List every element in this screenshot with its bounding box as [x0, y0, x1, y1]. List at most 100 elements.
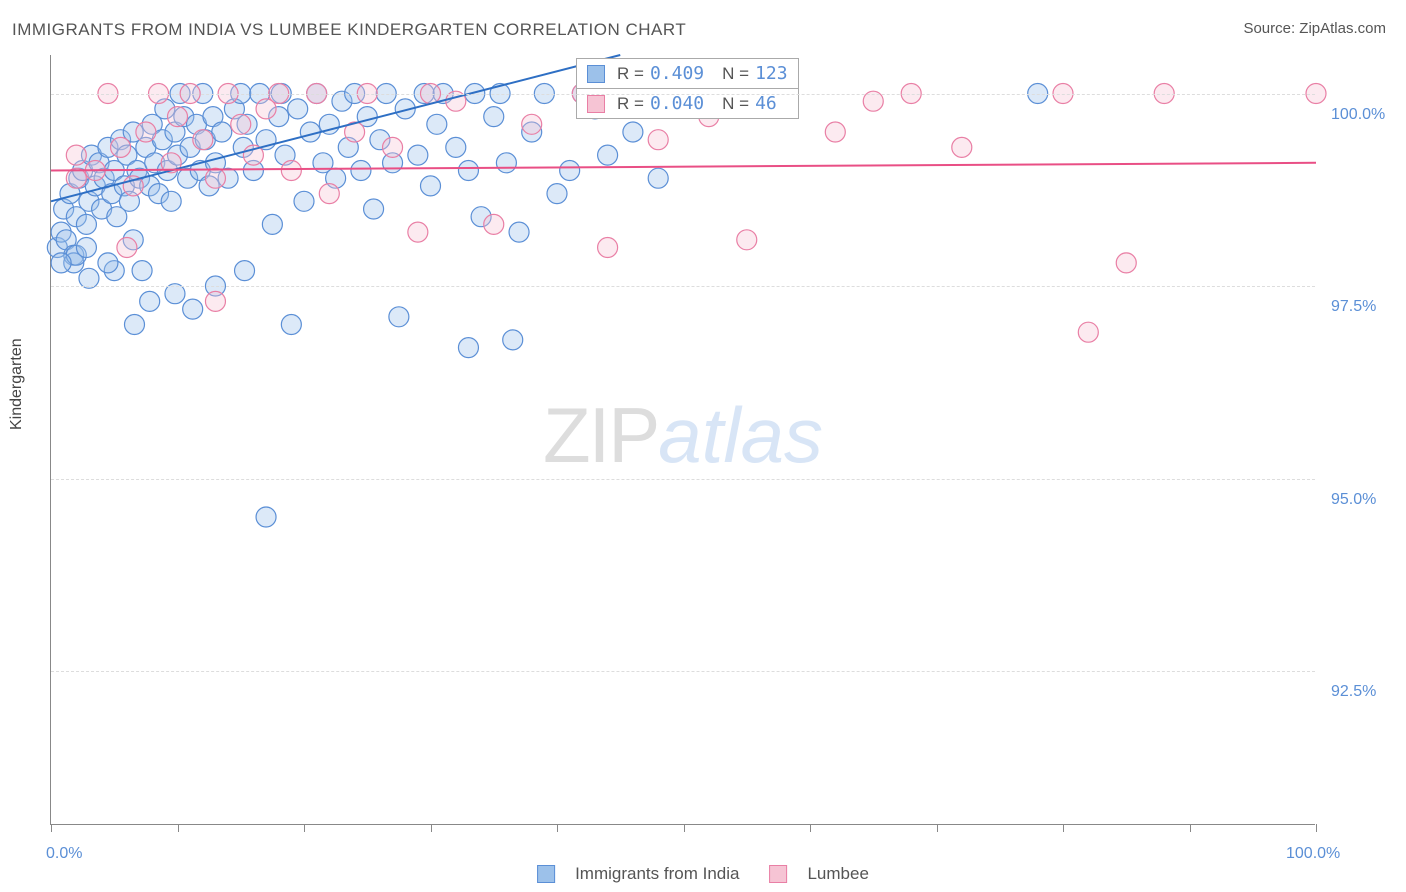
scatter-point: [484, 107, 504, 127]
scatter-point: [547, 184, 567, 204]
legend-stats-row: R = 0.409 N = 123: [577, 59, 798, 89]
scatter-point: [235, 261, 255, 281]
scatter-point: [598, 145, 618, 165]
scatter-point: [389, 307, 409, 327]
scatter-point: [737, 230, 757, 250]
x-tick: [1190, 824, 1191, 832]
scatter-point: [66, 145, 86, 165]
x-tick: [684, 824, 685, 832]
source-attribution: Source: ZipAtlas.com: [1243, 20, 1386, 37]
plot-area: ZIPatlas R =0.409N =123R =0.040N = 46 92…: [50, 55, 1315, 825]
scatter-point: [193, 130, 213, 150]
x-tick-label: 0.0%: [46, 845, 82, 863]
scatter-point: [231, 114, 251, 134]
legend-stats: R = 0.409 N = 123 R = 0.040 N = 46: [576, 58, 799, 119]
y-axis-label: Kindergarten: [8, 338, 26, 430]
scatter-point: [132, 261, 152, 281]
scatter-point: [98, 253, 118, 273]
scatter-point: [51, 253, 71, 273]
scatter-point: [351, 161, 371, 181]
grid-line: [51, 479, 1315, 480]
x-tick: [178, 824, 179, 832]
legend-item: Immigrants from India: [537, 864, 739, 884]
x-tick: [810, 824, 811, 832]
scatter-point: [427, 114, 447, 134]
scatter-point: [458, 161, 478, 181]
legend-r-label: R =: [617, 94, 644, 114]
legend-r-label: R =: [617, 64, 644, 84]
scatter-point: [952, 137, 972, 157]
scatter-point: [124, 315, 144, 335]
scatter-point: [294, 191, 314, 211]
scatter-point: [458, 338, 478, 358]
x-tick: [557, 824, 558, 832]
legend-swatch: [537, 865, 555, 883]
legend-n-label: N =: [722, 94, 749, 114]
scatter-point: [117, 238, 137, 258]
scatter-point: [825, 122, 845, 142]
scatter-point: [408, 145, 428, 165]
x-tick: [431, 824, 432, 832]
legend-r-value: 0.409: [650, 63, 704, 84]
scatter-point: [212, 122, 232, 142]
x-tick: [1063, 824, 1064, 832]
legend-n-label: N =: [722, 64, 749, 84]
scatter-point: [319, 184, 339, 204]
chart-title: IMMIGRANTS FROM INDIA VS LUMBEE KINDERGA…: [12, 20, 686, 40]
scatter-point: [446, 137, 466, 157]
x-tick: [51, 824, 52, 832]
scatter-point: [205, 168, 225, 188]
scatter-point: [1116, 253, 1136, 273]
x-tick: [937, 824, 938, 832]
legend-bottom: Immigrants from India Lumbee: [537, 864, 869, 884]
legend-item: Lumbee: [769, 864, 868, 884]
scatter-point: [383, 137, 403, 157]
scatter-point: [111, 137, 131, 157]
scatter-point: [560, 161, 580, 181]
legend-swatch: [587, 95, 605, 113]
scatter-point: [183, 299, 203, 319]
legend-n-value: 123: [755, 63, 788, 84]
scatter-point: [1078, 322, 1098, 342]
y-tick-label: 100.0%: [1331, 106, 1385, 124]
scatter-point: [648, 168, 668, 188]
chart-svg: [51, 55, 1315, 824]
scatter-point: [161, 191, 181, 211]
scatter-point: [421, 176, 441, 196]
scatter-point: [408, 222, 428, 242]
legend-label: Immigrants from India: [575, 864, 739, 884]
x-tick: [1316, 824, 1317, 832]
scatter-point: [364, 199, 384, 219]
scatter-point: [281, 161, 301, 181]
scatter-point: [262, 214, 282, 234]
scatter-point: [136, 122, 156, 142]
legend-r-value: 0.040: [650, 93, 704, 114]
scatter-point: [288, 99, 308, 119]
grid-line: [51, 94, 1315, 95]
scatter-point: [168, 107, 188, 127]
legend-swatch: [769, 865, 787, 883]
legend-swatch: [587, 65, 605, 83]
scatter-point: [140, 291, 160, 311]
y-tick-label: 95.0%: [1331, 491, 1376, 509]
scatter-point: [598, 238, 618, 258]
scatter-point: [648, 130, 668, 150]
scatter-point: [503, 330, 523, 350]
scatter-point: [256, 507, 276, 527]
x-tick: [304, 824, 305, 832]
y-tick-label: 92.5%: [1331, 683, 1376, 701]
x-tick-label: 100.0%: [1286, 845, 1340, 863]
scatter-point: [76, 214, 96, 234]
scatter-point: [623, 122, 643, 142]
scatter-point: [484, 214, 504, 234]
scatter-point: [496, 153, 516, 173]
scatter-point: [76, 238, 96, 258]
legend-n-value: 46: [755, 93, 777, 114]
legend-label: Lumbee: [807, 864, 868, 884]
scatter-point: [281, 315, 301, 335]
grid-line: [51, 671, 1315, 672]
scatter-point: [509, 222, 529, 242]
scatter-point: [205, 291, 225, 311]
scatter-point: [522, 114, 542, 134]
y-tick-label: 97.5%: [1331, 298, 1376, 316]
